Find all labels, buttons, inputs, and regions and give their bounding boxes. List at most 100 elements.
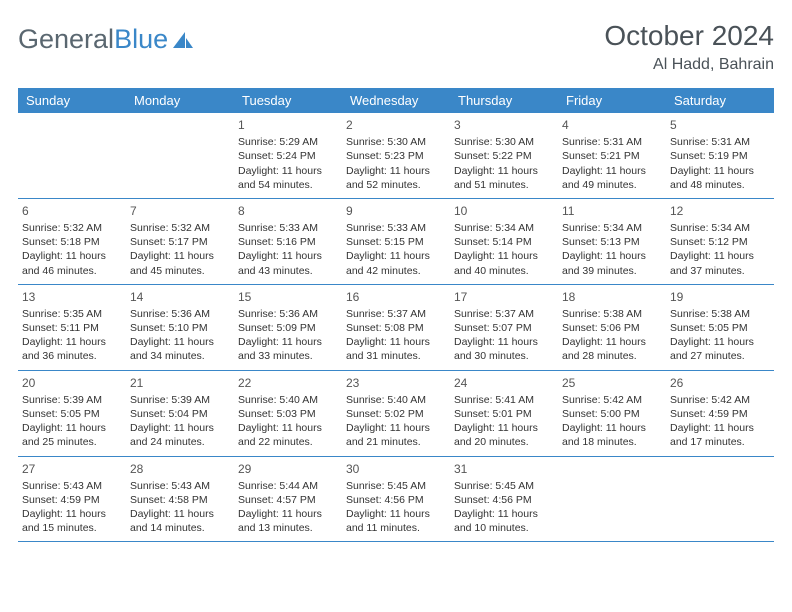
day-number: 24 [454, 375, 554, 391]
sunset-line: Sunset: 5:23 PM [346, 149, 446, 163]
day-number: 1 [238, 117, 338, 133]
daylight-line: Daylight: 11 hours and 31 minutes. [346, 335, 446, 363]
weekday-label: Monday [126, 88, 234, 113]
calendar-day: 19Sunrise: 5:38 AMSunset: 5:05 PMDayligh… [666, 285, 774, 370]
daylight-line: Daylight: 11 hours and 10 minutes. [454, 507, 554, 535]
sunset-line: Sunset: 5:19 PM [670, 149, 770, 163]
sunset-line: Sunset: 4:56 PM [346, 493, 446, 507]
daylight-line: Daylight: 11 hours and 11 minutes. [346, 507, 446, 535]
calendar-day-blank [666, 457, 774, 542]
calendar-day: 16Sunrise: 5:37 AMSunset: 5:08 PMDayligh… [342, 285, 450, 370]
day-number: 7 [130, 203, 230, 219]
sunset-line: Sunset: 4:57 PM [238, 493, 338, 507]
day-number: 30 [346, 461, 446, 477]
day-number: 3 [454, 117, 554, 133]
daylight-line: Daylight: 11 hours and 39 minutes. [562, 249, 662, 277]
daylight-line: Daylight: 11 hours and 40 minutes. [454, 249, 554, 277]
calendar-day: 10Sunrise: 5:34 AMSunset: 5:14 PMDayligh… [450, 199, 558, 284]
calendar-day: 21Sunrise: 5:39 AMSunset: 5:04 PMDayligh… [126, 371, 234, 456]
day-number: 11 [562, 203, 662, 219]
day-number: 4 [562, 117, 662, 133]
daylight-line: Daylight: 11 hours and 17 minutes. [670, 421, 770, 449]
sunset-line: Sunset: 5:06 PM [562, 321, 662, 335]
daylight-line: Daylight: 11 hours and 36 minutes. [22, 335, 122, 363]
day-number: 17 [454, 289, 554, 305]
sunrise-line: Sunrise: 5:43 AM [130, 479, 230, 493]
day-number: 22 [238, 375, 338, 391]
sunset-line: Sunset: 5:18 PM [22, 235, 122, 249]
day-number: 21 [130, 375, 230, 391]
daylight-line: Daylight: 11 hours and 22 minutes. [238, 421, 338, 449]
day-number: 28 [130, 461, 230, 477]
daylight-line: Daylight: 11 hours and 46 minutes. [22, 249, 122, 277]
sunset-line: Sunset: 5:12 PM [670, 235, 770, 249]
day-number: 31 [454, 461, 554, 477]
daylight-line: Daylight: 11 hours and 21 minutes. [346, 421, 446, 449]
sunset-line: Sunset: 5:01 PM [454, 407, 554, 421]
daylight-line: Daylight: 11 hours and 28 minutes. [562, 335, 662, 363]
daylight-line: Daylight: 11 hours and 51 minutes. [454, 164, 554, 192]
calendar-day-blank [126, 113, 234, 198]
daylight-line: Daylight: 11 hours and 49 minutes. [562, 164, 662, 192]
sunset-line: Sunset: 5:05 PM [22, 407, 122, 421]
daylight-line: Daylight: 11 hours and 14 minutes. [130, 507, 230, 535]
header: GeneralBlue October 2024 Al Hadd, Bahrai… [18, 20, 774, 74]
day-number: 26 [670, 375, 770, 391]
daylight-line: Daylight: 11 hours and 18 minutes. [562, 421, 662, 449]
day-number: 27 [22, 461, 122, 477]
daylight-line: Daylight: 11 hours and 27 minutes. [670, 335, 770, 363]
calendar-week: 1Sunrise: 5:29 AMSunset: 5:24 PMDaylight… [18, 113, 774, 199]
sunrise-line: Sunrise: 5:32 AM [130, 221, 230, 235]
day-number: 8 [238, 203, 338, 219]
sunrise-line: Sunrise: 5:30 AM [454, 135, 554, 149]
sunset-line: Sunset: 5:21 PM [562, 149, 662, 163]
page-subtitle: Al Hadd, Bahrain [604, 56, 774, 74]
weekday-label: Sunday [18, 88, 126, 113]
daylight-line: Daylight: 11 hours and 13 minutes. [238, 507, 338, 535]
sunrise-line: Sunrise: 5:33 AM [346, 221, 446, 235]
sunrise-line: Sunrise: 5:33 AM [238, 221, 338, 235]
logo-text-1: General [18, 24, 114, 55]
calendar-day: 5Sunrise: 5:31 AMSunset: 5:19 PMDaylight… [666, 113, 774, 198]
calendar-day: 23Sunrise: 5:40 AMSunset: 5:02 PMDayligh… [342, 371, 450, 456]
daylight-line: Daylight: 11 hours and 48 minutes. [670, 164, 770, 192]
day-number: 13 [22, 289, 122, 305]
daylight-line: Daylight: 11 hours and 33 minutes. [238, 335, 338, 363]
sunset-line: Sunset: 5:17 PM [130, 235, 230, 249]
sunrise-line: Sunrise: 5:38 AM [670, 307, 770, 321]
sunrise-line: Sunrise: 5:45 AM [454, 479, 554, 493]
weekday-label: Tuesday [234, 88, 342, 113]
day-number: 20 [22, 375, 122, 391]
sunrise-line: Sunrise: 5:41 AM [454, 393, 554, 407]
day-number: 19 [670, 289, 770, 305]
calendar-page: GeneralBlue October 2024 Al Hadd, Bahrai… [0, 0, 792, 552]
sunrise-line: Sunrise: 5:36 AM [130, 307, 230, 321]
calendar-day: 11Sunrise: 5:34 AMSunset: 5:13 PMDayligh… [558, 199, 666, 284]
sunrise-line: Sunrise: 5:42 AM [670, 393, 770, 407]
weekday-label: Thursday [450, 88, 558, 113]
day-number: 16 [346, 289, 446, 305]
calendar-day: 3Sunrise: 5:30 AMSunset: 5:22 PMDaylight… [450, 113, 558, 198]
day-number: 15 [238, 289, 338, 305]
sunset-line: Sunset: 5:04 PM [130, 407, 230, 421]
sunset-line: Sunset: 4:56 PM [454, 493, 554, 507]
daylight-line: Daylight: 11 hours and 45 minutes. [130, 249, 230, 277]
logo-sail-icon [171, 30, 195, 50]
sunrise-line: Sunrise: 5:45 AM [346, 479, 446, 493]
sunrise-line: Sunrise: 5:37 AM [346, 307, 446, 321]
day-number: 2 [346, 117, 446, 133]
calendar-day: 18Sunrise: 5:38 AMSunset: 5:06 PMDayligh… [558, 285, 666, 370]
calendar: SundayMondayTuesdayWednesdayThursdayFrid… [18, 88, 774, 542]
calendar-day: 24Sunrise: 5:41 AMSunset: 5:01 PMDayligh… [450, 371, 558, 456]
calendar-day: 4Sunrise: 5:31 AMSunset: 5:21 PMDaylight… [558, 113, 666, 198]
day-number: 18 [562, 289, 662, 305]
sunset-line: Sunset: 5:13 PM [562, 235, 662, 249]
day-number: 23 [346, 375, 446, 391]
sunset-line: Sunset: 4:59 PM [22, 493, 122, 507]
sunset-line: Sunset: 4:59 PM [670, 407, 770, 421]
sunrise-line: Sunrise: 5:34 AM [670, 221, 770, 235]
day-number: 6 [22, 203, 122, 219]
daylight-line: Daylight: 11 hours and 37 minutes. [670, 249, 770, 277]
daylight-line: Daylight: 11 hours and 43 minutes. [238, 249, 338, 277]
daylight-line: Daylight: 11 hours and 34 minutes. [130, 335, 230, 363]
